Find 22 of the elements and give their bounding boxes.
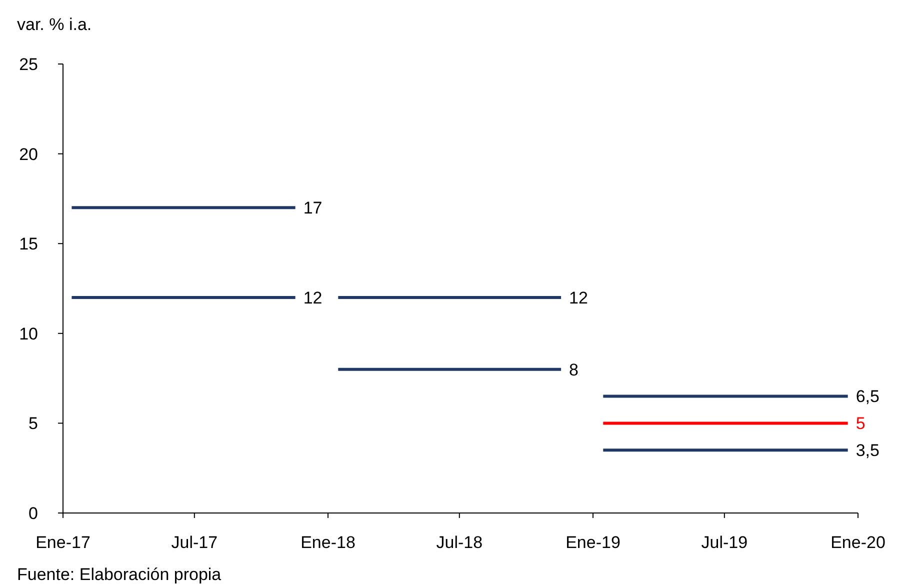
source-note: Fuente: Elaboración propia: [17, 565, 222, 584]
data-label: 12: [569, 288, 588, 308]
x-tick-label: Ene-17: [36, 533, 90, 552]
y-tick-label: 5: [28, 414, 38, 434]
data-label: 6,5: [856, 387, 880, 406]
x-tick-label: Ene-20: [830, 533, 886, 552]
y-tick-label: 15: [19, 234, 38, 254]
y-tick-label: 0: [28, 504, 38, 523]
data-label: 5: [856, 414, 866, 434]
data-label: 12: [303, 288, 322, 308]
y-tick-label: 20: [19, 144, 38, 164]
y-tick-label: 25: [19, 54, 38, 74]
x-tick-label: Jul-19: [701, 533, 748, 552]
data-label: 3,5: [856, 441, 880, 460]
y-axis-title: var. % i.a.: [17, 15, 92, 34]
data-label: 8: [569, 360, 579, 380]
x-tick-label: Jul-18: [436, 533, 483, 552]
x-tick-label: Jul-17: [171, 533, 218, 552]
x-tick-label: Ene-19: [566, 533, 620, 552]
data-label: 17: [303, 198, 322, 218]
y-tick-label: 10: [19, 324, 38, 344]
x-tick-label: Ene-18: [300, 533, 356, 552]
